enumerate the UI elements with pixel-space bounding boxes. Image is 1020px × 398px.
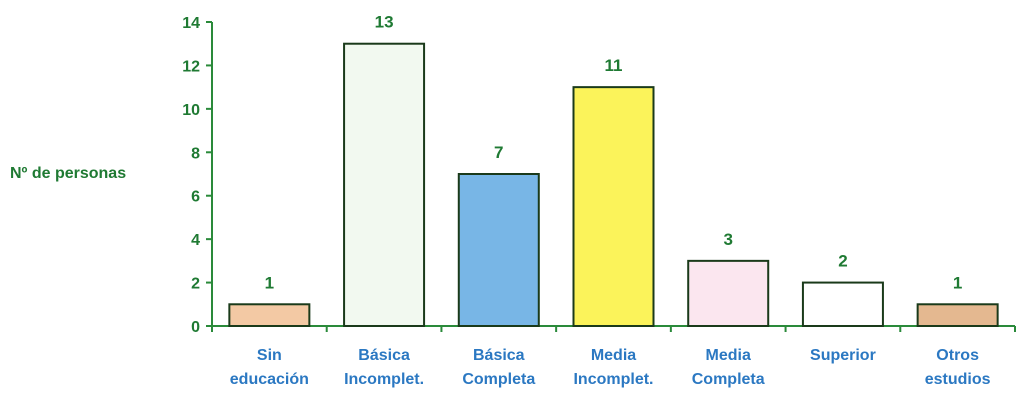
data-label: 1	[953, 273, 962, 292]
y-tick-label: 0	[191, 319, 200, 336]
y-tick-label: 6	[191, 189, 200, 206]
y-tick-label: 4	[191, 232, 200, 249]
bar	[572, 86, 655, 328]
bar	[228, 303, 311, 327]
data-label: 11	[605, 56, 623, 75]
y-axis-label: Nº de personas	[10, 165, 126, 182]
category-label: estudios	[925, 371, 991, 388]
category-label: Media	[706, 347, 751, 364]
category-label: Superior	[810, 347, 876, 364]
category-label: Media	[591, 347, 636, 364]
category-labels: Sin educación Básica Incomplet. Básica Comple…	[230, 347, 991, 388]
data-label: 13	[375, 13, 394, 32]
category-label: Completa	[692, 371, 765, 388]
y-tick-label: 8	[191, 145, 200, 162]
category-label: Completa	[462, 371, 535, 388]
bar	[687, 259, 770, 328]
category-label: educación	[230, 371, 309, 388]
bar	[801, 281, 884, 328]
data-label: 2	[838, 252, 847, 271]
data-label: 1	[265, 273, 274, 292]
bar	[343, 42, 426, 327]
category-label: Básica	[358, 347, 410, 364]
y-tick-label: 2	[191, 276, 200, 293]
bar	[916, 303, 999, 327]
data-label: 3	[723, 230, 732, 249]
category-label: Básica	[473, 347, 525, 364]
y-tick-label: 12	[182, 58, 200, 75]
y-tick-label: 10	[182, 102, 200, 119]
category-label: Otros	[936, 347, 979, 364]
category-label: Sin	[257, 347, 282, 364]
category-label: Incomplet.	[573, 371, 653, 388]
bar	[457, 173, 540, 327]
data-label: 7	[494, 143, 503, 162]
category-label: Incomplet.	[344, 371, 424, 388]
bars	[228, 42, 999, 328]
y-tick-label: 14	[182, 15, 200, 32]
